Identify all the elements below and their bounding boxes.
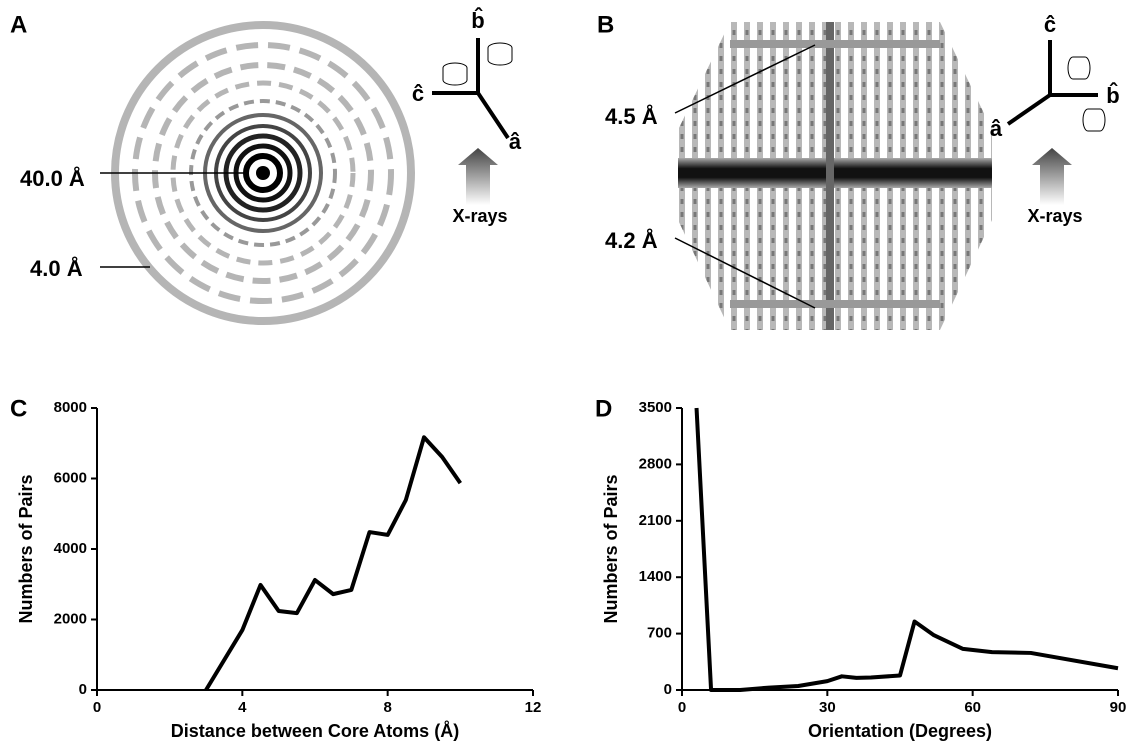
axis-name: â (509, 129, 522, 154)
y-tick-label: 3500 (639, 399, 672, 416)
diffraction-a (111, 21, 415, 325)
axis-name: ĉ (1044, 12, 1056, 37)
x-tick-label: 90 (1110, 699, 1127, 716)
y-tick-label: 6000 (54, 469, 87, 486)
y-tick-label: 8000 (54, 399, 87, 416)
y-tick-label: 2000 (54, 610, 87, 627)
y-tick-label: 1400 (639, 568, 672, 585)
x-axis-label: Orientation (Degrees) (808, 721, 992, 741)
x-tick-label: 30 (819, 699, 836, 716)
ring-label: 4.2 Å (605, 227, 658, 253)
y-axis-label: Numbers of Pairs (601, 474, 621, 623)
axis-name: b̂ (471, 7, 484, 33)
panel-letter: B (597, 11, 614, 38)
data-line (694, 407, 1119, 692)
panel-letter: A (10, 11, 27, 38)
y-tick-label: 2800 (639, 455, 672, 472)
y-tick-label: 0 (664, 681, 672, 698)
y-axis-label: Numbers of Pairs (16, 474, 36, 623)
x-tick-label: 8 (383, 699, 391, 716)
axis-name: ĉ (412, 81, 424, 106)
ring-label: 40.0 Å (20, 165, 85, 191)
panel-b: B 4.5 Å 4.2 Å ĉ b̂ â X-rays (597, 11, 1120, 330)
y-tick-label: 2100 (639, 512, 672, 529)
ring-label: 4.5 Å (605, 103, 658, 129)
x-axis-label: Distance between Core Atoms (Å) (171, 721, 459, 741)
axis-name: â (990, 116, 1003, 141)
x-tick-label: 60 (964, 699, 981, 716)
diffraction-b (678, 22, 992, 330)
panel-letter: C (10, 395, 27, 422)
ring-label: 4.0 Å (30, 255, 83, 281)
beam-label: X-rays (1027, 206, 1082, 226)
y-tick-label: 0 (79, 681, 87, 698)
panel-letter: D (595, 395, 612, 422)
x-tick-label: 12 (525, 699, 542, 716)
x-tick-label: 4 (238, 699, 247, 716)
y-tick-label: 4000 (54, 540, 87, 557)
panel-a: A 40.0 Å 4.0 Å b̂ ĉ â X-rays (10, 7, 522, 325)
data-line (204, 435, 462, 692)
x-tick-label: 0 (93, 699, 101, 716)
y-tick-label: 700 (647, 625, 672, 642)
axis-name: b̂ (1106, 82, 1119, 108)
x-tick-label: 0 (678, 699, 686, 716)
beam-label: X-rays (452, 206, 507, 226)
